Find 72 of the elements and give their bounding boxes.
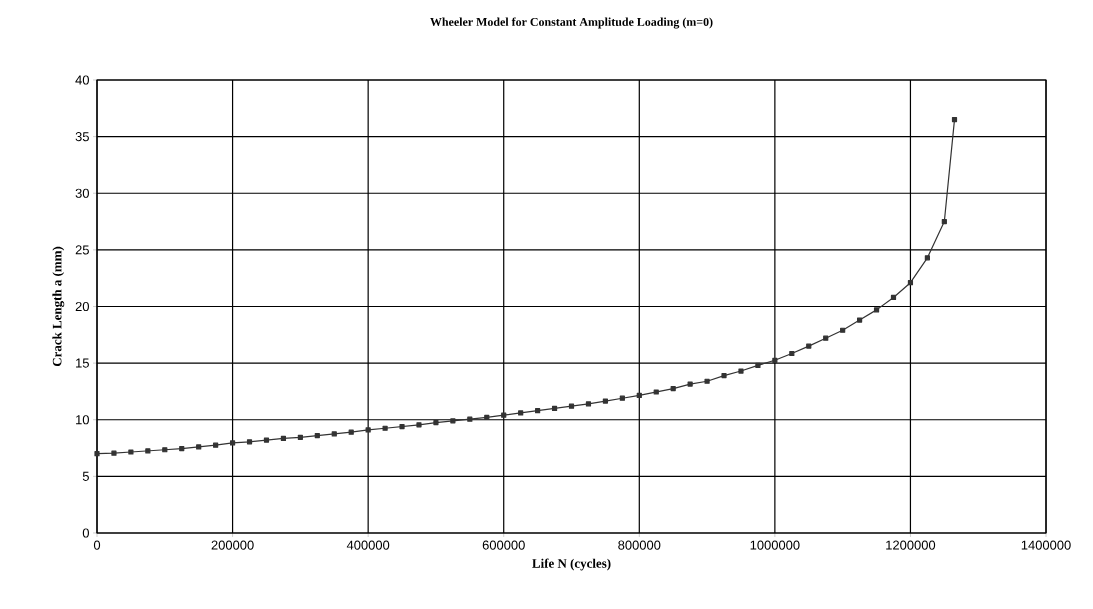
y-tick-label: 30 (75, 188, 89, 198)
point (585, 401, 592, 407)
point (128, 449, 134, 455)
x-tick-label: 600000 (482, 540, 525, 550)
point (213, 442, 219, 448)
point (263, 437, 270, 443)
point (348, 429, 354, 435)
point (907, 280, 914, 286)
point (365, 427, 371, 433)
point (568, 403, 575, 409)
y-tick-label: 0 (82, 528, 89, 538)
point (924, 255, 930, 261)
x-axis-title: Life N (cycles) (532, 558, 611, 571)
point (467, 416, 473, 422)
point (484, 414, 490, 421)
point (416, 422, 422, 428)
point (518, 410, 524, 416)
point (297, 434, 303, 440)
point (162, 447, 168, 453)
point (857, 317, 863, 323)
y-tick-label: 5 (82, 471, 89, 481)
x-tick-label: 0 (93, 540, 101, 550)
y-axis-title: Crack Length a (mm) (52, 246, 65, 367)
point (721, 372, 727, 379)
point (704, 378, 710, 384)
x-tick-label: 400000 (346, 540, 390, 550)
point (873, 307, 880, 313)
point (246, 439, 253, 445)
point (111, 450, 117, 456)
point (653, 389, 659, 395)
point (331, 431, 337, 437)
point (229, 440, 236, 446)
point (450, 418, 456, 424)
x-tick-label: 800000 (618, 540, 661, 550)
point (738, 368, 744, 374)
x-tick-label: 1000000 (750, 540, 800, 550)
point (670, 385, 676, 392)
point (196, 444, 202, 450)
x-tick-label: 1200000 (886, 540, 936, 550)
point (755, 362, 761, 368)
point (823, 335, 829, 341)
point (619, 395, 625, 401)
y-tick-label: 25 (75, 245, 89, 255)
point (399, 423, 405, 430)
point (382, 425, 388, 431)
x-tick-label: 200000 (211, 540, 254, 550)
point (840, 327, 846, 333)
point (890, 294, 897, 301)
point (501, 412, 507, 418)
point (941, 218, 947, 225)
point (535, 408, 541, 414)
point (551, 405, 558, 412)
y-tick-label: 20 (75, 301, 89, 312)
chart-title: Wheeler Model for Constant Amplitude Loading (m=0) (430, 17, 713, 29)
point (145, 448, 151, 454)
point (433, 419, 439, 426)
point (314, 432, 320, 439)
y-tick-label: 10 (76, 415, 89, 425)
point (789, 350, 795, 357)
point (636, 392, 642, 398)
point (602, 398, 608, 404)
y-tick-label: 15 (76, 358, 89, 368)
x-tick-label: 1400000 (1021, 540, 1071, 550)
point (772, 357, 778, 363)
point (94, 451, 100, 457)
point (179, 446, 185, 452)
point (687, 381, 693, 387)
point (951, 117, 958, 123)
point (806, 343, 812, 349)
y-tick-label: 40 (75, 75, 89, 85)
y-tick-label: 35 (75, 132, 89, 142)
point (280, 435, 287, 442)
